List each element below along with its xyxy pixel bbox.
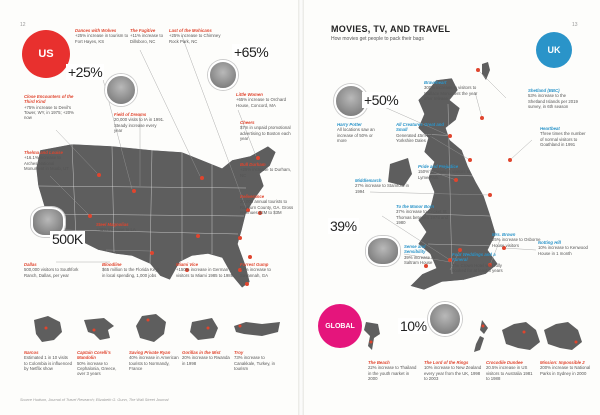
us-note-cheers: Cheers $7m in unpaid promotional advertis… bbox=[240, 120, 291, 141]
global-note-crocodile-dundee: Crocodile Dundee 20.5% increase in US vis… bbox=[486, 360, 533, 381]
note-narcos: Narcos Estimated 1 in 10 visits to Colomb… bbox=[24, 350, 73, 371]
uk-note-to-the-manor-born: To the Manor Born 37% increase to Cricket… bbox=[396, 204, 449, 225]
actor-portrait-image bbox=[428, 302, 462, 336]
australia-map-icon bbox=[502, 322, 540, 350]
global-note-mission-impossible-2: Mission: Impossible 2 200% increase to Na… bbox=[540, 360, 591, 376]
location-dot bbox=[468, 158, 472, 162]
location-dot bbox=[150, 251, 154, 255]
us-note-bloodline: Bloodline $65 million to the Florida Keys… bbox=[102, 262, 160, 278]
page-title: MOVIES, TV, AND TRAVEL bbox=[331, 24, 451, 34]
page-subtitle: How movies get people to pack their bags bbox=[331, 36, 424, 42]
location-dot bbox=[238, 236, 242, 240]
note-captain-corellis-mandolin: Captain Corelli's Mandolin 50% increase t… bbox=[77, 350, 117, 377]
uk-note-braveheart: Braveheart 300% increase in visitors to W… bbox=[424, 80, 478, 101]
rwanda-map-icon bbox=[190, 318, 218, 340]
stat-10-percent: 10% bbox=[398, 318, 429, 334]
location-dot bbox=[448, 134, 452, 138]
us-note-field-of-dreams: Field of Dreams 20,000 visits to IA in 19… bbox=[114, 112, 165, 133]
us-note-last-of-the-mohicans: Last of the Mohicans +25% increase to Chi… bbox=[169, 28, 221, 44]
uk-note-four-weddings: Four Weddings and a Funeral The Crown Hot… bbox=[452, 252, 503, 273]
location-dot bbox=[97, 173, 101, 177]
uk-note-all-creatures: All Creatures Great and Small Generated £… bbox=[396, 122, 444, 143]
us-note-the-fugitive: The Fugitive +11% increase to Dillsboro, … bbox=[130, 28, 164, 44]
stat-plus-65-percent: +65% bbox=[232, 44, 271, 60]
location-dot bbox=[88, 214, 92, 218]
global-badge: GLOBAL bbox=[318, 304, 362, 348]
location-dot bbox=[480, 116, 484, 120]
uk-note-heartbeat: Heartbeat Three times the number of norma… bbox=[540, 126, 586, 147]
uk-note-shetland: Shetland (BBC) 53% increase to the Shetla… bbox=[528, 88, 578, 109]
us-leader-lines bbox=[49, 35, 257, 263]
global-note-the-beach: The Beach 22% increase to Thailand in the… bbox=[368, 360, 417, 381]
us-note-close-encounters: Close Encounters of the Third Kind +75% i… bbox=[24, 94, 74, 121]
location-dot bbox=[256, 156, 260, 160]
shetland-islands-map bbox=[482, 62, 490, 80]
location-dot bbox=[424, 264, 428, 268]
uk-note-notting-hill: Notting Hill 10% increase to Kenwood Hous… bbox=[538, 240, 588, 256]
uk-note-middlemarch: Middlemarch 27% increase to Stamford in 1… bbox=[355, 178, 409, 194]
location-dot bbox=[246, 208, 250, 212]
global-note-lord-of-the-rings: The Lord of the Rings 10% increase to New… bbox=[424, 360, 482, 381]
stat-39-percent: 39% bbox=[328, 218, 359, 234]
turkey-map-icon bbox=[234, 322, 280, 336]
us-note-dallas: Dallas 500,000 visitors to Southfork Ranc… bbox=[24, 262, 79, 278]
location-dot bbox=[488, 263, 492, 267]
us-note-miami-vice: Miami Vice +150% increase in German visit… bbox=[176, 262, 234, 278]
us-note-steel-magnolias: Steel Magnolias +48% increase to LA bbox=[96, 222, 136, 233]
greece-map-icon bbox=[84, 318, 114, 340]
page-gutter bbox=[298, 0, 304, 415]
uk-note-mrs-brown: Mrs. Brown 25% increase to Osborne House … bbox=[492, 232, 541, 248]
stat-plus-25-percent: +25% bbox=[66, 64, 105, 80]
us-map bbox=[35, 143, 277, 289]
colombia-map-icon bbox=[34, 316, 62, 342]
page-number-left: 12 bbox=[20, 22, 26, 28]
location-dot bbox=[196, 234, 200, 238]
page-number-right: 13 bbox=[572, 22, 578, 28]
location-dot bbox=[476, 68, 480, 72]
location-dot bbox=[448, 258, 452, 262]
note-gorillas-in-the-mist: Gorillas in the Mist 20% increase to Rwan… bbox=[182, 350, 230, 366]
location-dot bbox=[502, 246, 506, 250]
location-dot bbox=[458, 248, 462, 252]
note-troy: Troy 73% increase to Canakkale, Turkey, i… bbox=[234, 350, 275, 371]
actor-portrait-image bbox=[105, 74, 137, 106]
us-note-forrest-gump: Forrest Gump +7% increase to Savannah, GA bbox=[240, 262, 271, 278]
uk-leader-lines bbox=[369, 69, 537, 271]
us-badge: US bbox=[22, 30, 70, 78]
stat-500k: 500K bbox=[50, 231, 85, 247]
france-map-icon bbox=[136, 314, 166, 342]
us-note-little-women: Little Women +65% increase to Orchard Hou… bbox=[236, 92, 287, 108]
location-dot bbox=[238, 268, 242, 272]
location-dot bbox=[258, 211, 262, 215]
uk-note-pride-and-prejudice: Pride and Prejudice 150% increase in visi… bbox=[418, 164, 471, 180]
location-dot bbox=[488, 193, 492, 197]
us-note-thelma-and-louise: Thelma and Louise +16.1% increase to Arch… bbox=[24, 150, 69, 171]
stat-plus-50-percent: +50% bbox=[362, 92, 401, 108]
actress-portrait-image bbox=[366, 236, 400, 266]
location-dot bbox=[200, 176, 204, 180]
actress-portrait-image bbox=[208, 60, 238, 90]
us-note-deliverance: Deliverance 20,000 annual tourists to Ray… bbox=[240, 194, 294, 215]
location-dot bbox=[248, 255, 252, 259]
thailand-map-icon bbox=[364, 322, 380, 350]
uk-badge: UK bbox=[536, 32, 572, 68]
uk-note-sense-and-sensibility: Sense and Sensibility 39% increase to Sal… bbox=[404, 244, 435, 265]
location-dot bbox=[454, 178, 458, 182]
uk-map bbox=[388, 77, 499, 291]
note-saving-private-ryan: Saving Private Ryan 40% increase in Ameri… bbox=[129, 350, 179, 371]
uk-note-harry-potter: Harry Potter All locations saw an increas… bbox=[337, 122, 375, 143]
us-note-bull-durham: Bull Durham +25% increase to Durham, NC bbox=[240, 162, 291, 178]
location-dot bbox=[132, 189, 136, 193]
australia-map-icon bbox=[544, 322, 582, 350]
location-dot bbox=[508, 158, 512, 162]
location-dot bbox=[245, 282, 249, 286]
new-zealand-map-icon bbox=[474, 320, 488, 352]
location-dot bbox=[185, 268, 189, 272]
source-footer: Source Hudson, Journal of Travel Researc… bbox=[20, 398, 169, 402]
us-note-dances-with-wolves: Dances with Wolves +25% increase in touri… bbox=[75, 28, 129, 44]
